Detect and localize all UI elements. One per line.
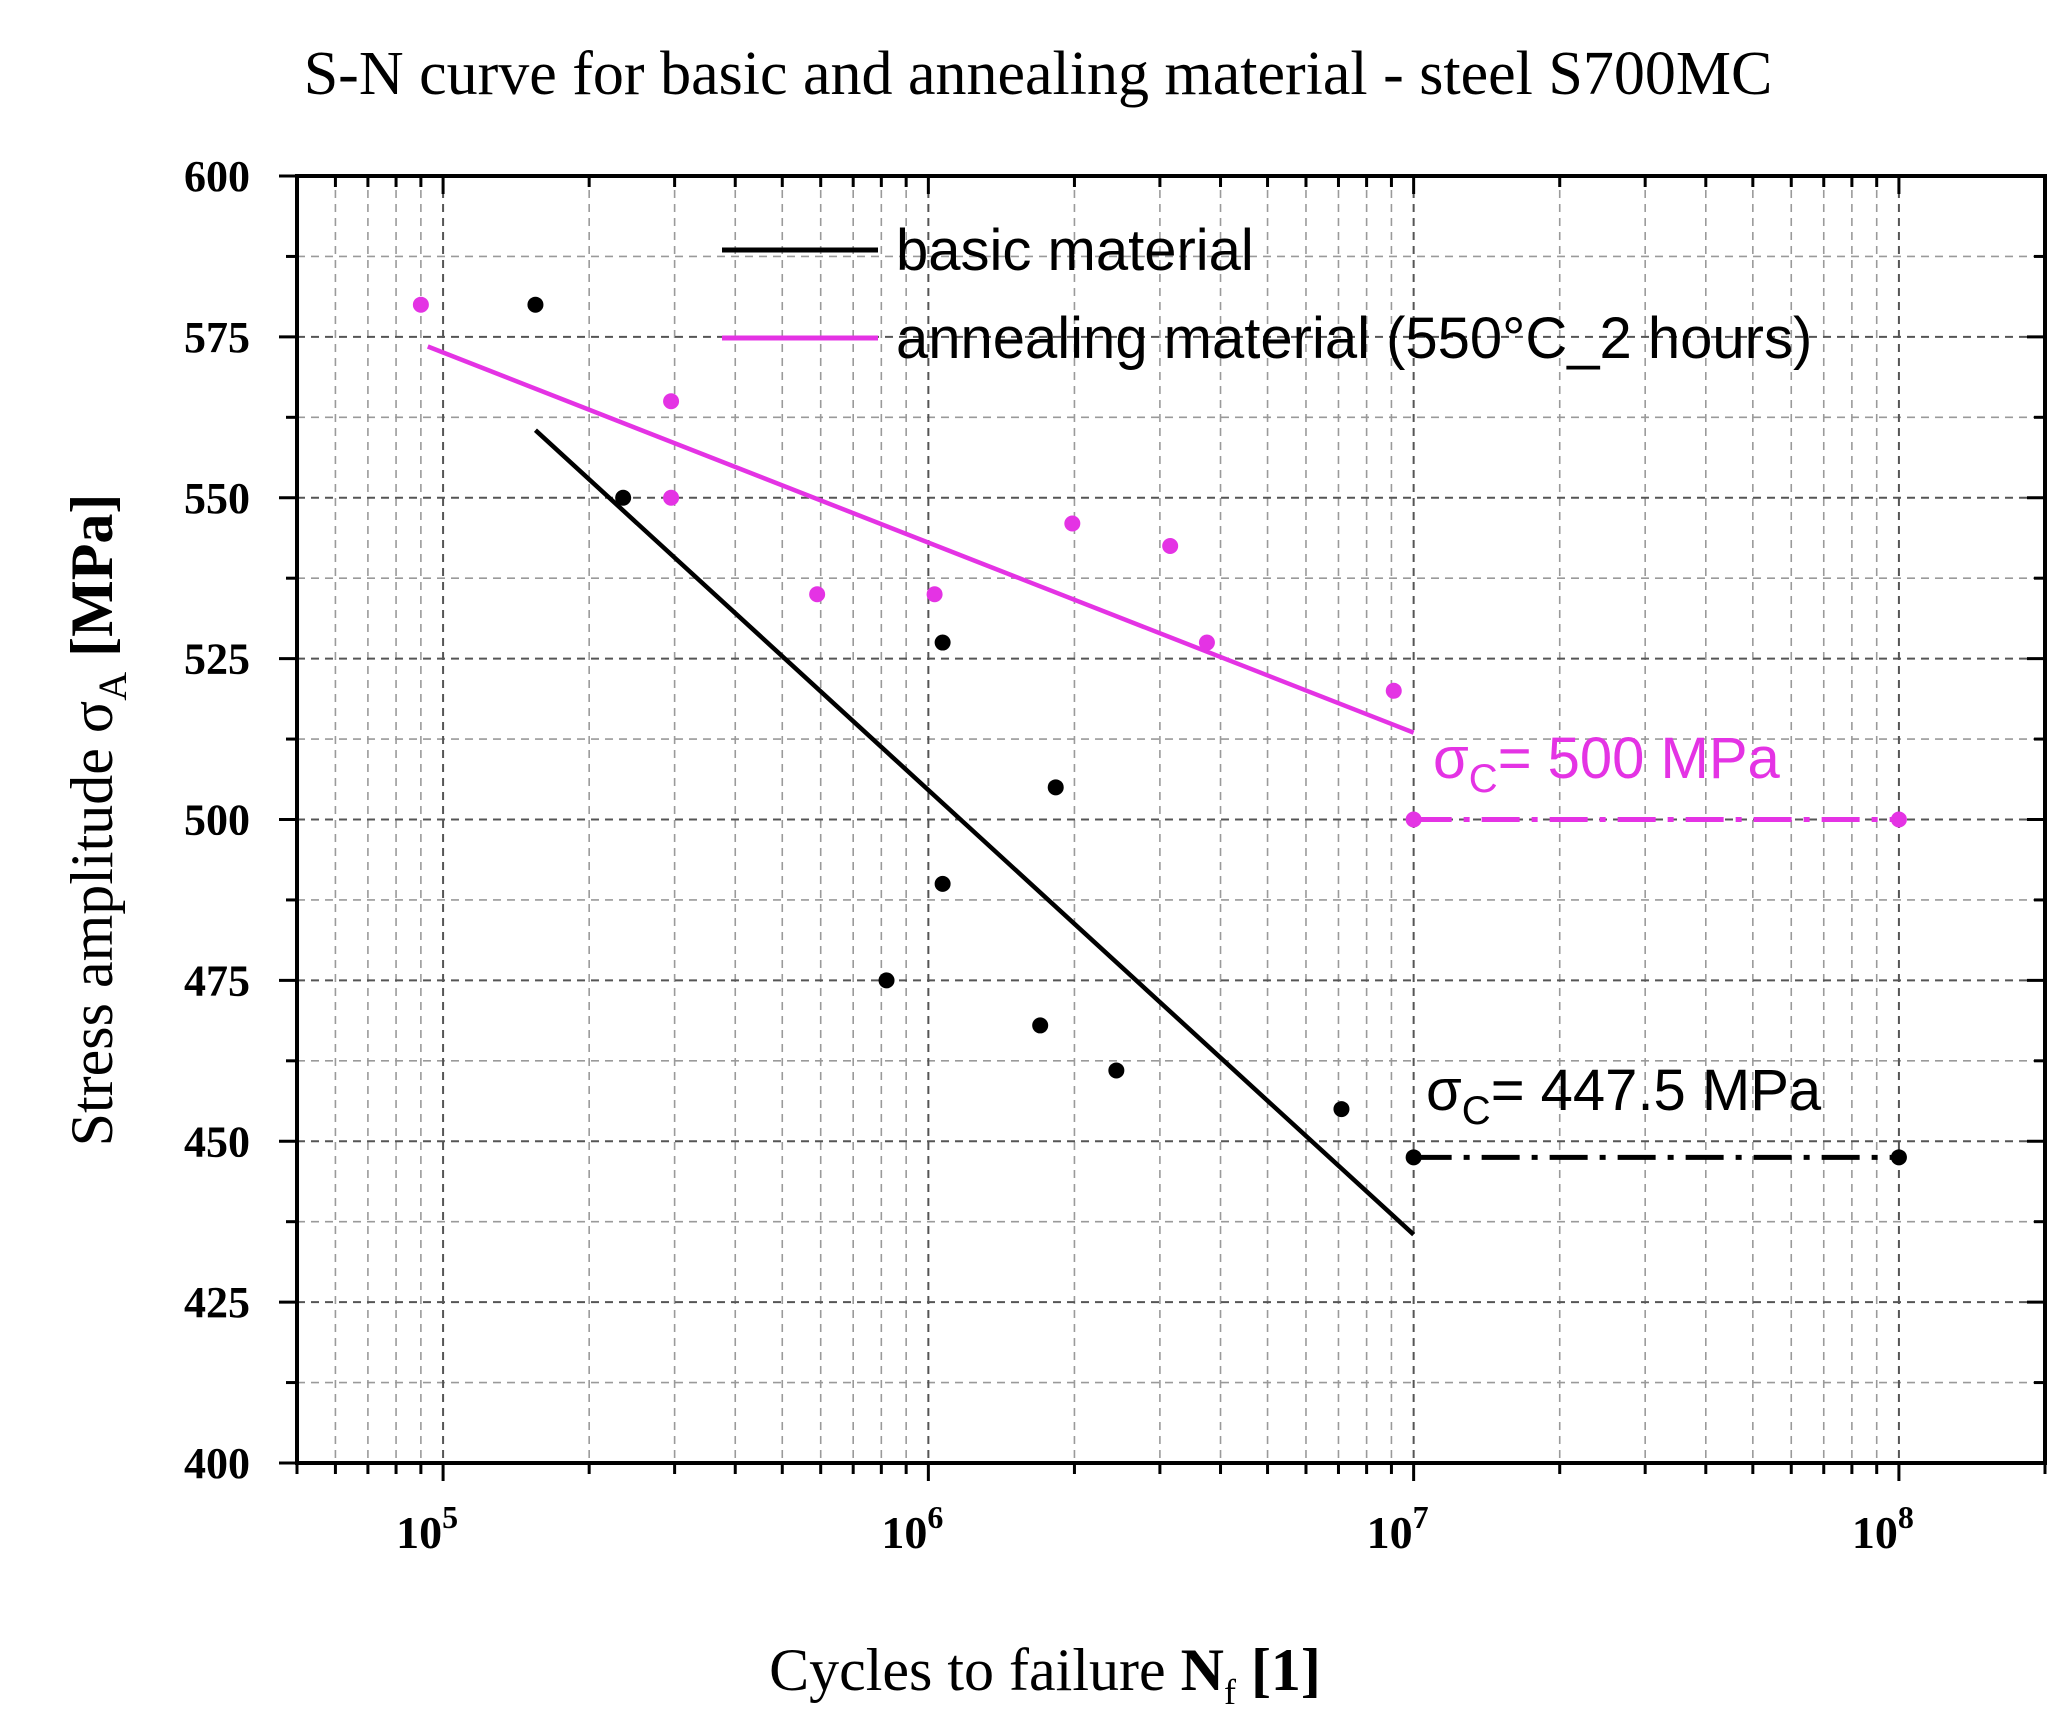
data-point-basic — [1333, 1101, 1350, 1118]
y-axis-label-sub: A — [90, 672, 135, 701]
endurance-point-annealing — [1405, 811, 1422, 828]
x-axis-label-symbol: N — [1181, 1637, 1224, 1703]
x-axis-label: Cycles to failure Nf [1] — [769, 1637, 1321, 1712]
data-point-basic — [934, 875, 951, 892]
major-grid — [297, 176, 2045, 1463]
data-point-basic — [878, 972, 895, 989]
y-tick-label: 450 — [184, 1117, 250, 1166]
data-point-basic — [615, 489, 632, 506]
data-point-annealing — [663, 393, 680, 410]
endurance-label-basic: σC= 447.5 MPa — [1426, 1058, 1822, 1133]
endurance-label-basic-symbol: σ — [1426, 1058, 1462, 1123]
x-tick-label: 105 — [396, 1499, 458, 1558]
data-point-annealing — [1162, 538, 1179, 555]
data-point-annealing — [809, 586, 826, 603]
y-tick-label: 600 — [184, 152, 250, 201]
legend-label-annealing: annealing material (550°C_2 hours) — [896, 306, 1812, 371]
data-point-basic — [1108, 1062, 1125, 1079]
fit-line-annealing — [426, 344, 1415, 735]
endurance-point-basic — [1890, 1149, 1907, 1166]
data-point-annealing — [1385, 682, 1402, 699]
y-tick-label: 525 — [184, 635, 250, 684]
fit-lines — [426, 344, 1416, 1237]
x-tick-label-exponent: 6 — [927, 1499, 943, 1535]
data-point-annealing — [412, 296, 429, 313]
endurance-label-annealing-symbol: σ — [1433, 726, 1469, 791]
y-tick-label: 575 — [184, 313, 250, 362]
x-tick-label: 107 — [1367, 1499, 1429, 1558]
y-axis-label-symbol: σ — [59, 701, 125, 733]
endurance-point-annealing — [1890, 811, 1907, 828]
y-tick-label: 425 — [184, 1278, 250, 1327]
endurance-point-basic — [1405, 1149, 1422, 1166]
legend: basic material annealing material (550°C… — [722, 218, 1812, 371]
data-point-basic — [1032, 1017, 1049, 1034]
x-tick-label: 106 — [881, 1499, 943, 1558]
y-axis-label-unit: [MPa] — [59, 494, 125, 672]
legend-label-basic: basic material — [896, 218, 1254, 283]
y-tick-label: 475 — [184, 956, 250, 1005]
y-tick-label: 550 — [184, 474, 250, 523]
x-tick-label-exponent: 5 — [442, 1499, 458, 1535]
endurance-label-basic-text: = 447.5 MPa — [1491, 1058, 1822, 1123]
x-tick-label-base: 10 — [396, 1507, 442, 1558]
x-tick-label-exponent: 8 — [1898, 1499, 1914, 1535]
endurance-label-annealing: σC= 500 MPa — [1433, 726, 1781, 801]
x-tick-label-exponent: 7 — [1413, 1499, 1429, 1535]
data-point-annealing — [1064, 515, 1081, 532]
x-tick-label-base: 10 — [881, 1507, 927, 1558]
data-points — [412, 296, 1402, 1118]
y-tick-label: 400 — [184, 1439, 250, 1488]
data-point-basic — [527, 296, 544, 313]
endurance-label-basic-sub: C — [1462, 1089, 1491, 1133]
x-tick-label-base: 10 — [1852, 1507, 1898, 1558]
data-point-basic — [1047, 779, 1064, 796]
y-axis-label-prefix: Stress amplitude — [59, 733, 125, 1146]
x-axis-label-sub: f — [1224, 1672, 1236, 1712]
x-axis-ticks — [295, 176, 2047, 1481]
fit-line-basic — [533, 428, 1416, 1237]
chart-title: S-N curve for basic and annealing materi… — [304, 40, 1773, 108]
x-tick-label: 108 — [1852, 1499, 1914, 1558]
endurance-label-annealing-text: = 500 MPa — [1498, 726, 1781, 791]
endurance-limit-lines — [1405, 811, 1907, 1166]
x-axis-label-unit: [1] — [1236, 1637, 1321, 1703]
minor-grid — [297, 176, 2045, 1463]
y-axis-tick-labels: 400 425 450 475 500 525 550 575 600 — [184, 152, 250, 1488]
data-point-annealing — [926, 586, 943, 603]
data-point-basic — [934, 634, 951, 651]
y-axis-ticks — [279, 174, 2045, 1465]
y-tick-label: 500 — [184, 796, 250, 845]
endurance-label-annealing-sub: C — [1469, 757, 1498, 801]
x-tick-label-base: 10 — [1367, 1507, 1413, 1558]
x-axis-tick-labels: 105 106 107 108 — [396, 1499, 1914, 1558]
data-point-annealing — [1198, 634, 1215, 651]
data-point-annealing — [663, 489, 680, 506]
x-axis-label-prefix: Cycles to failure — [769, 1637, 1181, 1703]
y-axis-label: Stress amplitude σA [MPa] — [59, 494, 135, 1147]
